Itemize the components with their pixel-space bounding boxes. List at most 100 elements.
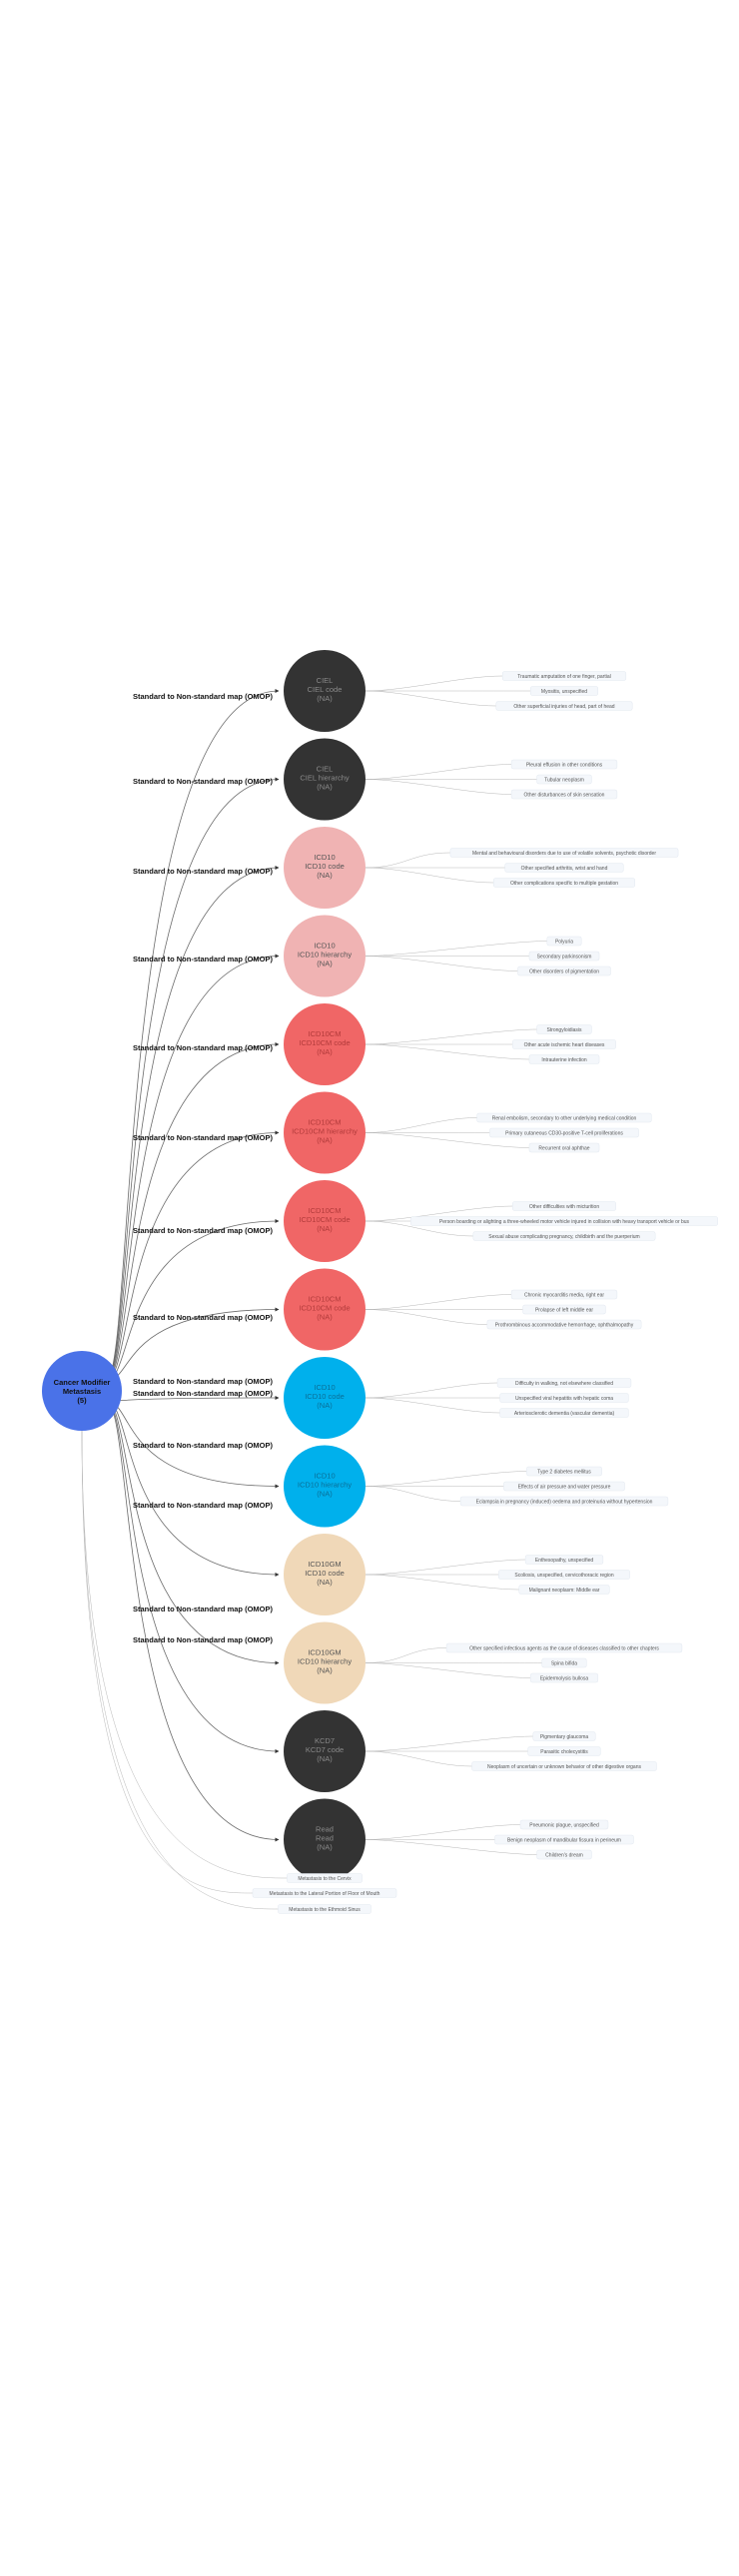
leaf-concept[interactable]: Other disorders of pigmentation	[517, 966, 611, 976]
leaf-concept[interactable]: Difficulty in walking, not elsewhere cla…	[496, 1378, 632, 1388]
leaf-concept[interactable]: Neoplasm of uncertain or unknown behavio…	[471, 1761, 657, 1771]
node-to-leaf-link	[365, 1486, 461, 1502]
leaf-label: Malignant neoplasm: Middle ear	[529, 1588, 600, 1594]
edge-label: Standard to Non-standard map (OMOP)	[133, 1501, 274, 1510]
node-to-leaf-link	[365, 1028, 537, 1045]
leaf-concept[interactable]: Mental and behavioural disorders due to …	[449, 848, 679, 858]
leaf-box	[410, 1216, 718, 1226]
leaf-concept[interactable]: Myositis, unspecified	[529, 686, 599, 696]
root-leaf-concept[interactable]: Metastasis to the Lateral Portion of Flo…	[252, 1888, 397, 1898]
leaf-concept[interactable]: Unspecified viral hepatitis with hepatic…	[499, 1393, 629, 1403]
root-leaf-concept[interactable]: Metastasis to the Cervix	[287, 1873, 363, 1883]
leaf-label: Enthesopathy, unspecified	[535, 1558, 594, 1564]
mapping-node-circle[interactable]	[284, 1091, 366, 1174]
leaf-concept[interactable]: Effects of air pressure and water pressu…	[503, 1481, 625, 1492]
mapping-node-circle[interactable]	[284, 1357, 366, 1439]
edge-label: Standard to Non-standard map (OMOP)	[133, 1043, 274, 1052]
leaf-concept[interactable]: Primary cutaneous CD30-positive T-cell p…	[489, 1127, 639, 1138]
root-to-node-link	[105, 1400, 280, 1842]
mapping-node-circle[interactable]	[284, 1621, 366, 1704]
root-leaf-concept[interactable]: Metastasis to the Ethmoid Sinus	[278, 1904, 371, 1914]
leaf-box	[496, 1378, 632, 1388]
leaf-concept[interactable]: Children's dream	[536, 1849, 592, 1860]
root-to-leaf-link	[81, 1430, 288, 1879]
mapping-node-circle[interactable]	[284, 915, 366, 997]
leaf-concept[interactable]: Tubular neoplasm	[536, 774, 592, 785]
leaf-box	[529, 686, 599, 696]
mapping-node-circle[interactable]	[284, 827, 366, 909]
mapping-node-circle[interactable]	[284, 1798, 366, 1881]
leaf-concept[interactable]: Other specified infectious agents as the…	[445, 1642, 683, 1653]
leaf-box	[512, 1039, 616, 1049]
leaf-box	[536, 1849, 592, 1860]
leaf-concept[interactable]: Parasitic cholecystitis	[527, 1746, 601, 1756]
mapping-node-circle[interactable]	[284, 1710, 366, 1792]
mapping-node-circle[interactable]	[284, 1003, 366, 1085]
leaf-concept[interactable]: Prothrombinous accommodative hemorrhage,…	[486, 1319, 642, 1330]
leaf-concept[interactable]: Traumatic amputation of one finger, part…	[501, 671, 627, 681]
leaf-label: Difficulty in walking, not elsewhere cla…	[515, 1381, 613, 1387]
mapping-node-circle[interactable]	[284, 1534, 366, 1615]
leaf-concept[interactable]: Arteriosclerotic dementia (vascular deme…	[499, 1408, 629, 1418]
leaf-label: Arteriosclerotic dementia (vascular deme…	[514, 1411, 615, 1417]
mapping-node-circle[interactable]	[284, 1268, 366, 1351]
leaf-label: Primary cutaneous CD30-positive T-cell p…	[505, 1130, 623, 1136]
leaf-concept[interactable]: Other complications specific to multiple…	[493, 878, 635, 888]
leaf-concept[interactable]: Secondary parkinsonism	[528, 951, 600, 962]
leaf-concept[interactable]: Sexual abuse complicating pregnancy, chi…	[472, 1231, 656, 1241]
leaf-concept[interactable]: Benign neoplasm of mandibular fissura in…	[494, 1834, 634, 1845]
leaf-concept[interactable]: Eclampsia in pregnancy (induced) oedema …	[459, 1496, 669, 1507]
leaf-concept[interactable]: Recurrent oral aphthae	[528, 1142, 600, 1153]
leaf-label: Polyuria	[555, 939, 573, 945]
leaf-concept[interactable]: Pneumonic plague, unspecified	[519, 1819, 609, 1830]
leaf-concept[interactable]: Type 2 diabetes mellitus	[526, 1466, 602, 1477]
leaf-concept[interactable]: Other disturbances of skin sensation	[510, 789, 618, 800]
leaf-concept[interactable]: Intrauterine infection	[528, 1054, 600, 1064]
leaf-concept[interactable]: Other difficulties with micturition	[512, 1201, 616, 1211]
leaf-box	[528, 951, 600, 962]
leaf-label: Other complications specific to multiple…	[510, 881, 618, 887]
leaf-box	[471, 1761, 657, 1771]
leaf-concept[interactable]: Polyuria	[546, 936, 582, 947]
leaf-concept[interactable]: Pleural effusion in other conditions	[510, 759, 618, 770]
leaf-concept[interactable]: Malignant neoplasm: Middle ear	[518, 1585, 610, 1595]
leaf-concept[interactable]: Epidermolysis bullosa	[529, 1672, 599, 1683]
leaf-concept[interactable]: Chronic myocarditis media, right ear	[510, 1289, 618, 1300]
mapping-node-circle[interactable]	[284, 1445, 366, 1528]
leaf-concept[interactable]: Pigmentary glaucoma	[532, 1731, 596, 1741]
mapping-node-circle[interactable]	[284, 1180, 366, 1262]
leaf-concept[interactable]: Other superficial injuries of head, part…	[495, 701, 633, 711]
mapping-node-circle[interactable]	[284, 738, 366, 821]
mapping-node-circle[interactable]	[284, 650, 366, 732]
leaf-concept[interactable]: Strongyloidiasis	[536, 1024, 592, 1034]
leaf-concept[interactable]: Renal embolism, secondary to other under…	[476, 1112, 652, 1123]
leaf-label: Effects of air pressure and water pressu…	[518, 1484, 611, 1490]
leaf-concept[interactable]: Person boarding or alighting a three-whe…	[410, 1216, 718, 1226]
leaf-concept[interactable]: Scoliosis, unspecified, cervicothoracic …	[498, 1570, 630, 1580]
leaf-concept[interactable]: Other acute ischemic heart diseases	[512, 1039, 616, 1049]
leaf-concept[interactable]: Spina bifida	[541, 1657, 587, 1668]
leaf-concept[interactable]: Enthesopathy, unspecified	[524, 1555, 604, 1565]
edge-label: Standard to Non-standard map (OMOP)	[133, 955, 274, 964]
leaf-concept[interactable]: Prolapse of left middle ear	[522, 1304, 606, 1315]
root-to-node-link	[105, 777, 280, 1382]
leaf-concept[interactable]: Other specified arthritis, wrist and han…	[504, 863, 624, 873]
mapping-node-label: (NA)	[317, 1047, 333, 1056]
root-node-circle[interactable]	[42, 1351, 122, 1431]
mapping-node-label: (NA)	[317, 1313, 333, 1322]
